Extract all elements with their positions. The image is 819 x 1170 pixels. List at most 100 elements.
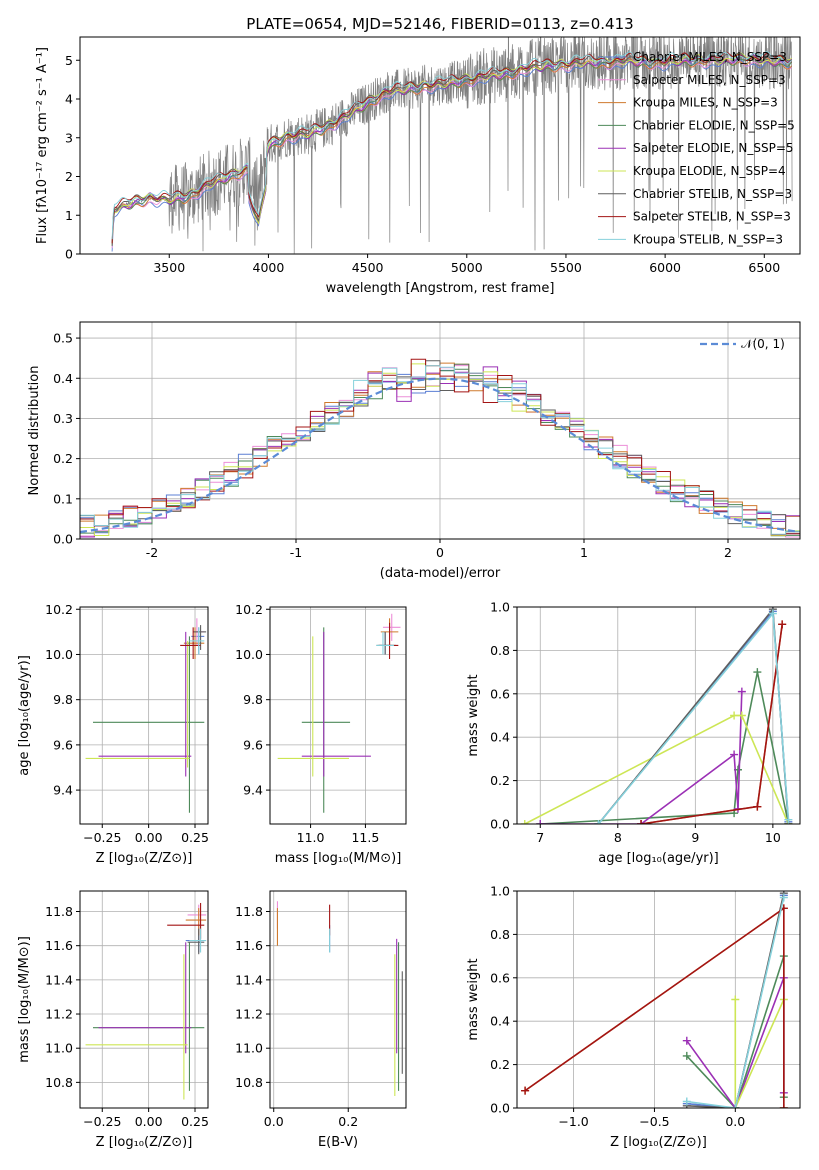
mass-weight-vs-age-marker-6-1 [753,802,762,811]
spectrum-plot-area [111,37,793,254]
age-vs-Z-frame [79,606,209,825]
spectrum-legend-label-4: Salpeter ELODIE, N_SSP=5 [633,141,794,155]
mass-vs-Z-ytick-label-1: 11.0 [45,1041,73,1056]
spectrum-ytick-label-1: 1 [65,208,73,223]
mass-weight-vs-Z-ytick-label-3: 0.6 [490,970,510,985]
mass-weight-vs-age-frame [516,606,801,825]
spectrum-xtick-label-2: 4500 [352,260,384,275]
spectrum-xtick-label-4: 5500 [550,260,582,275]
mass-vs-ebv-ytick-label-3: 11.4 [235,972,263,987]
spectrum-legend-label-1: Salpeter MILES, N_SSP=3 [633,73,786,87]
residuals-plot-area [80,322,800,539]
residuals-ytick-label-5: 0.5 [53,331,73,346]
mass-weight-vs-age-plot-area [517,607,800,824]
mass-vs-Z-xtick-label-0: −0.25 [83,1114,121,1129]
age-vs-mass-xlabel: mass [log₁₀(M/M⊙)] [275,851,402,866]
histogram-series-8 [80,365,800,535]
mass-vs-Z-panel: −0.25 0.00 0.25 10.8 11.0 11.2 11.4 11.6 11.8 Z [… [17,890,209,1150]
mass-vs-Z-xtick-label-1: 0.00 [135,1114,163,1129]
mass-weight-vs-Z-marker-7-1 [731,1104,740,1108]
mass-vs-ebv-ytick-label-0: 10.8 [235,1075,263,1090]
age-vs-mass-ytick-label-3: 10.0 [235,647,263,662]
mass-vs-Z-xlabel: Z [log₁₀(Z/Z⊙)] [96,1135,193,1150]
mass-weight-vs-age-series-line-1 [640,624,783,824]
age-vs-mass-frame [269,606,407,825]
mass-weight-vs-age-ytick-label-2: 0.4 [490,730,510,745]
age-vs-Z-plot-area [80,607,208,824]
mass-weight-vs-Z-xlabel: Z [log₁₀(Z/Z⊙)] [610,1135,707,1150]
residuals-ylabel: Normed distribution [27,366,42,496]
mass-weight-vs-age-xtick-label-3: 10 [765,830,781,845]
spectrum-ytick-label-3: 3 [65,130,73,145]
residuals-ytick-label-4: 0.4 [53,371,73,386]
mass-vs-Z-frame [79,890,209,1109]
mass-weight-vs-Z-plot-area [517,891,800,1108]
normal-legend-label: 𝒩(0, 1) [741,337,785,351]
residuals-ytick-label-0: 0.0 [53,532,73,547]
age-vs-mass-ytick-label-1: 9.6 [243,737,263,752]
mass-weight-vs-Z-marker-6-2 [779,1104,788,1108]
age-vs-mass-xtick-label-1: 11.5 [351,830,379,845]
mass-weight-vs-age-marker-4-0 [520,820,529,824]
age-vs-Z-xtick-label-2: 0.25 [181,830,209,845]
mass-weight-vs-age-ylabel: mass weight [466,674,481,756]
spectrum-model-line-5 [111,52,792,246]
mass-vs-ebv-ytick-label-4: 11.6 [235,938,263,953]
mass-weight-vs-age-series-line-6 [640,624,783,824]
age-vs-Z-ytick-label-3: 10.0 [45,647,73,662]
mass-vs-ebv-ytick-label-1: 11.0 [235,1041,263,1056]
mass-weight-vs-Z-ytick-label-5: 1.0 [490,884,510,899]
spectrum-legend-label-5: Kroupa ELODIE, N_SSP=4 [633,164,786,178]
spectrum-xtick-label-6: 6500 [748,260,780,275]
age-vs-mass-ytick-label-2: 9.8 [243,692,263,707]
residuals-xtick-label-3: 1 [580,545,588,560]
spectrum-model-line-4 [111,54,793,244]
mass-vs-Z-ylabel: mass [log₁₀(M/M⊙)] [17,936,32,1063]
spectrum-legend-label-2: Kroupa MILES, N_SSP=3 [633,96,778,110]
age-vs-mass-panel: 11.0 11.5 9.4 9.6 9.8 10.0 10.2 mass [log₁₀(M/M… [235,602,407,866]
spectrum-ytick-label-0: 0 [65,247,73,262]
mass-vs-Z-ytick-label-5: 11.8 [45,904,73,919]
normal-curve-line [80,377,798,534]
mass-vs-ebv-panel: 0.0 0.2 10.8 11.0 11.2 11.4 11.6 11.8 E(B-V) [235,890,407,1150]
age-vs-mass-ytick-label-0: 9.4 [243,783,263,798]
mass-weight-vs-age-marker-4-2 [737,711,746,720]
spectrum-frame [79,36,801,255]
residuals-xtick-label-2: 0 [436,545,444,560]
mass-weight-vs-Z-ylabel: mass weight [466,958,481,1040]
spectrum-ytick-label-5: 5 [65,53,73,68]
mass-vs-ebv-ytick-label-5: 11.8 [235,904,263,919]
age-vs-Z-ytick-label-1: 9.6 [53,737,73,752]
age-vs-Z-ytick-label-0: 9.4 [53,783,73,798]
mass-vs-Z-xtick-label-2: 0.25 [181,1114,209,1129]
age-vs-mass-ytick-label-4: 10.2 [235,602,263,617]
mass-weight-vs-Z-series-line-4 [734,999,785,1108]
mass-weight-vs-age-marker-7-2 [784,815,793,824]
spectrum-model-line-3 [111,54,793,243]
mass-weight-vs-age-ytick-label-4: 0.8 [490,643,510,658]
mass-weight-vs-age-panel: 7 8 9 10 0.0 0.2 0.4 0.6 0.8 1.0 age [log₁₀(age/yr… [466,600,801,866]
mass-weight-vs-Z-marker-3-0 [682,1036,691,1045]
spectrum-model-line-8 [111,51,793,240]
mass-weight-vs-age-xlabel: age [log₁₀(age/yr)] [598,851,719,866]
mass-vs-ebv-xlabel: E(B-V) [318,1135,358,1150]
mass-weight-vs-Z-series-line-7 [686,897,785,1108]
mass-weight-vs-age-ytick-label-5: 1.0 [490,600,510,615]
spectrum-xtick-label-1: 4000 [253,260,285,275]
mass-weight-vs-age-marker-7-1 [768,609,777,618]
age-vs-Z-ytick-label-2: 9.8 [53,692,73,707]
mass-weight-vs-Z-marker-7-2 [779,893,788,902]
mass-weight-vs-age-ytick-label-3: 0.6 [490,686,510,701]
age-vs-Z-ylabel: age [log₁₀(age/yr)] [17,655,32,776]
spectrum-title: PLATE=0654, MJD=52146, FIBERID=0113, z=0… [246,15,633,33]
mass-weight-vs-Z-ytick-label-0: 0.0 [490,1101,510,1116]
mass-vs-Z-ytick-label-3: 11.4 [45,972,73,987]
mass-weight-vs-Z-marker-7-0 [682,1097,691,1106]
residuals-xtick-label-0: -2 [146,545,158,560]
spectrum-xtick-label-3: 5000 [451,260,483,275]
residuals-frame [79,321,801,540]
age-vs-Z-ytick-label-4: 10.2 [45,602,73,617]
mass-weight-vs-age-ytick-label-1: 0.2 [490,773,510,788]
mass-vs-ebv-ytick-label-2: 11.2 [235,1007,263,1022]
